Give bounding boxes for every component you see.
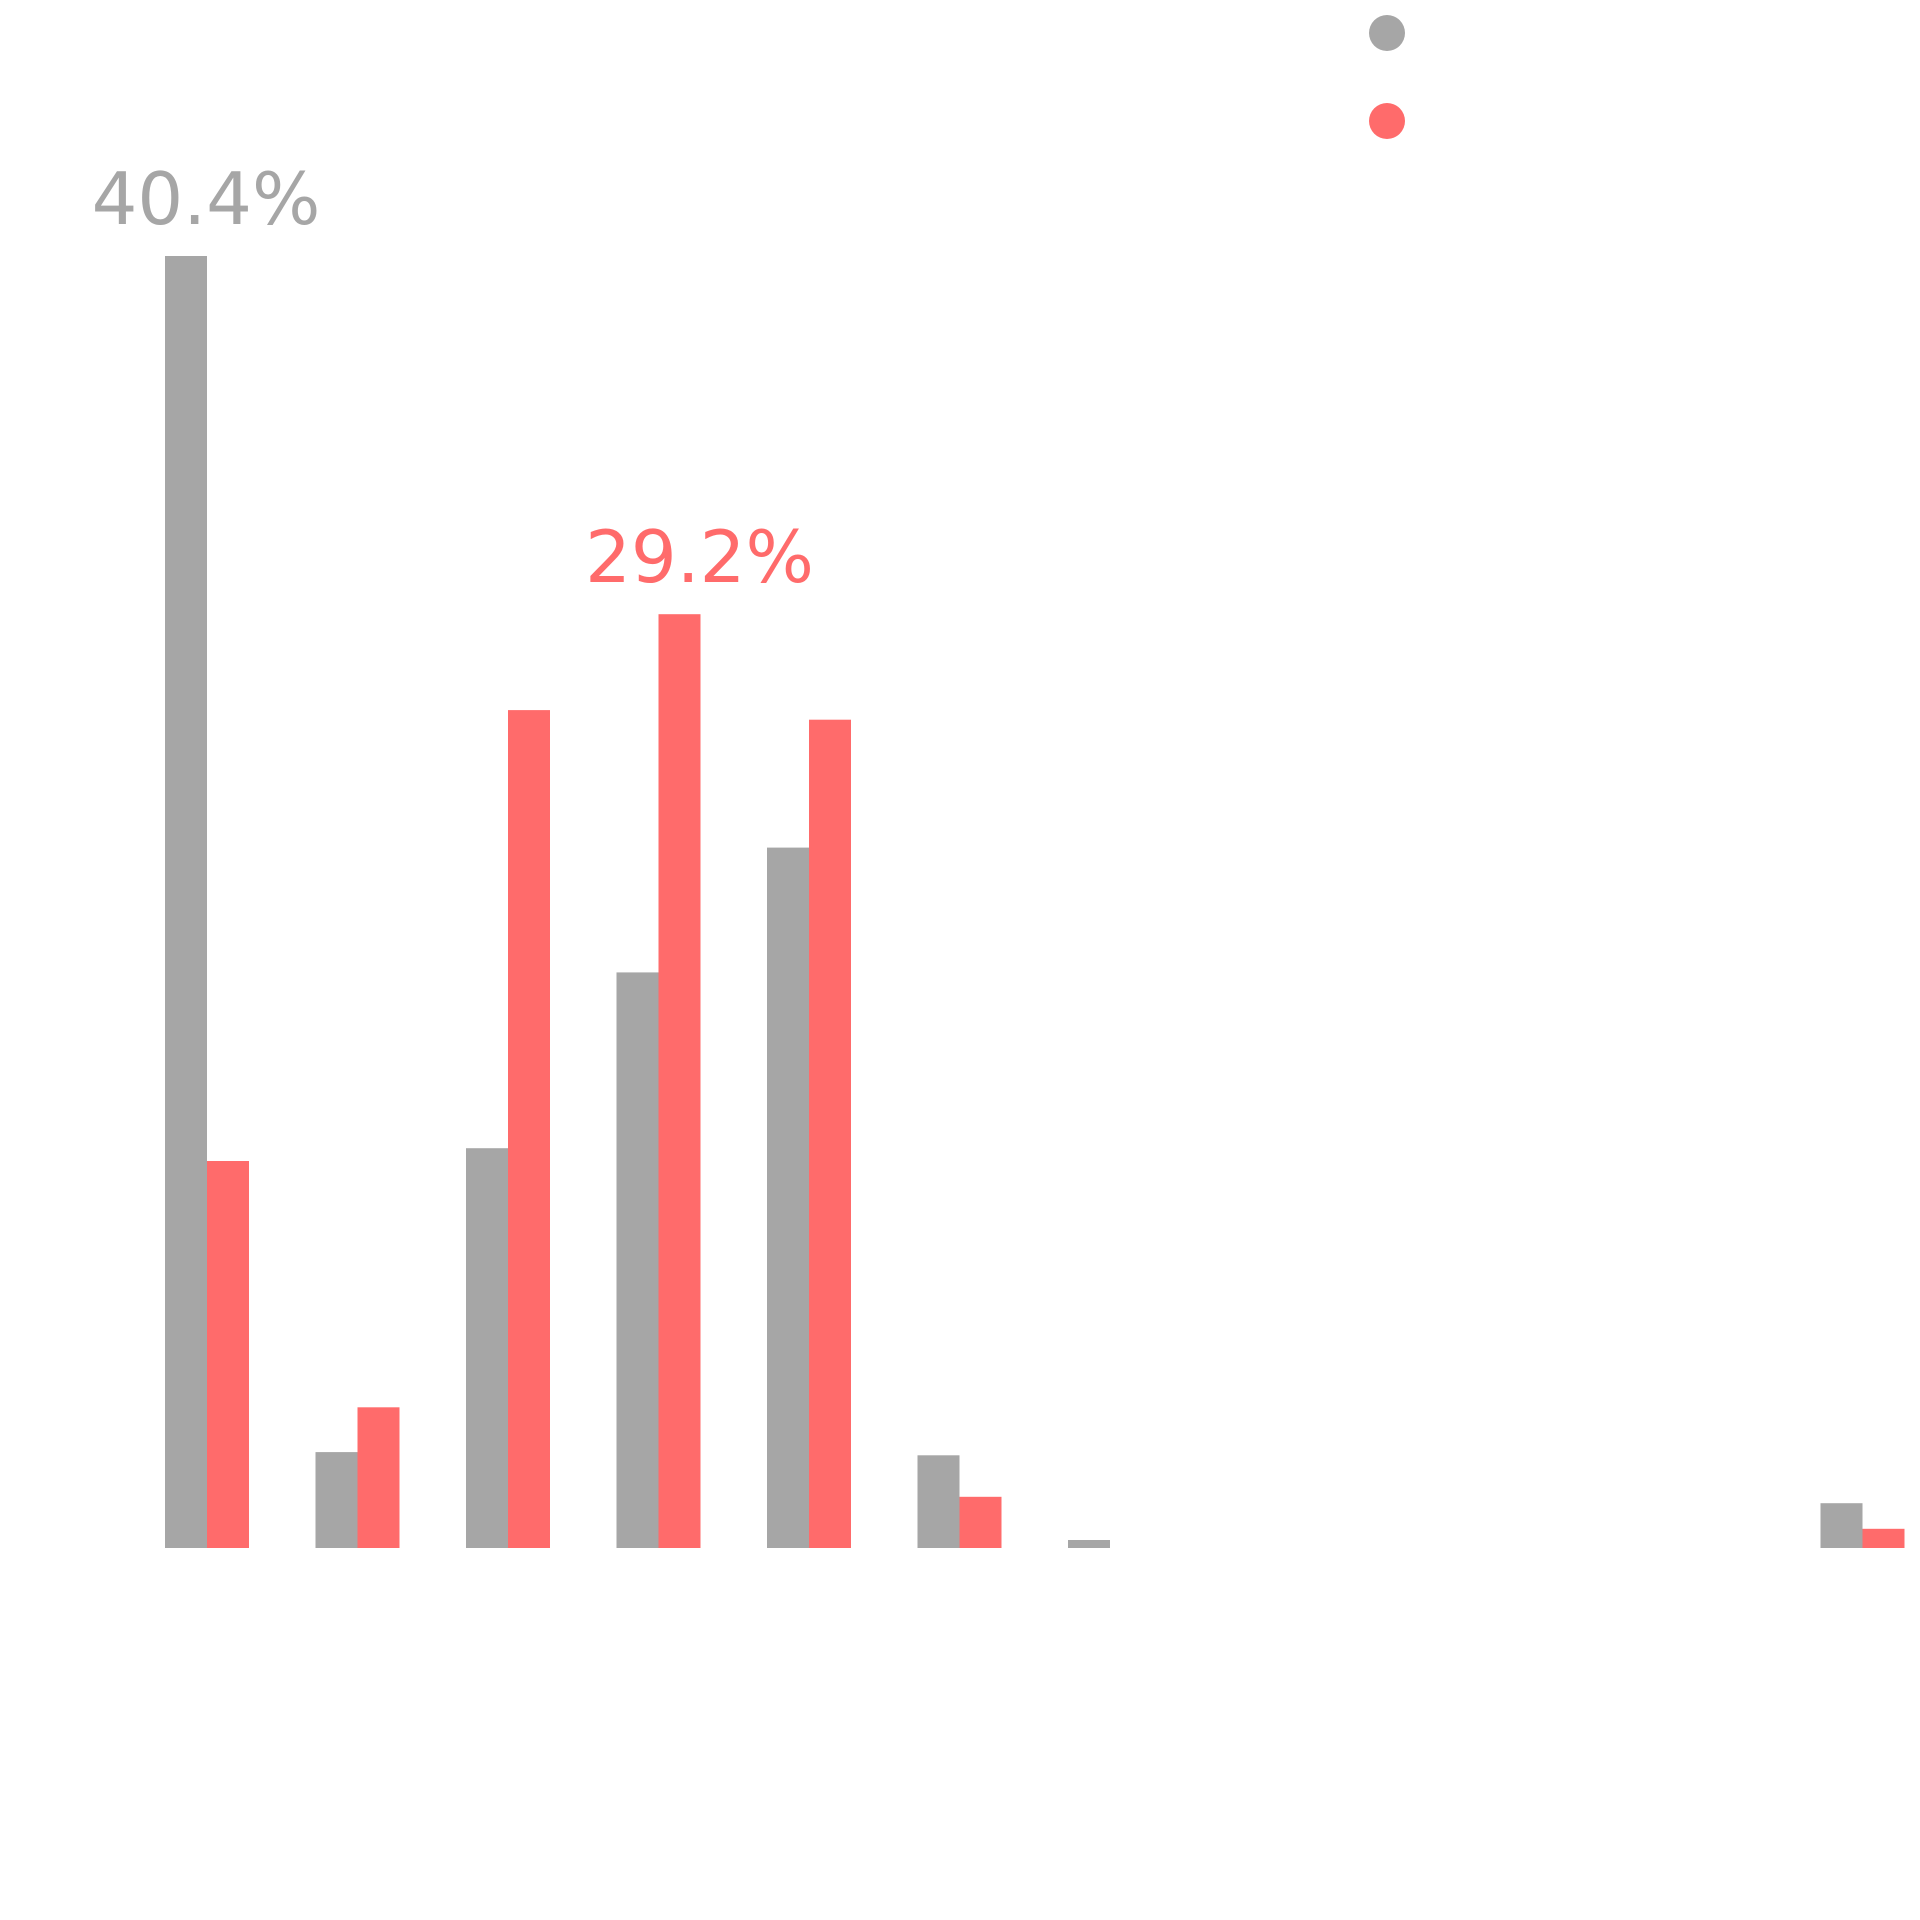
legend-marker-series-1 xyxy=(1369,15,1405,51)
bar-series-1-category-2 xyxy=(315,1452,358,1548)
data-labels: 40.4% 29.2% xyxy=(92,157,814,599)
bar-series-2-category-1 xyxy=(207,1161,249,1548)
bars xyxy=(165,256,1905,1548)
bar-series-1-category-3 xyxy=(466,1148,508,1548)
bar-series-1-category-12 xyxy=(1820,1503,1863,1548)
bar-series-2-category-2 xyxy=(357,1407,400,1548)
data-label-2: 29.2% xyxy=(585,515,814,599)
bar-series-2-category-3 xyxy=(508,710,550,1548)
bar-series-1-category-1 xyxy=(165,256,207,1548)
bar-series-2-category-12 xyxy=(1862,1528,1905,1548)
bar-series-2-category-5 xyxy=(809,719,851,1548)
bar-series-2-category-6 xyxy=(959,1496,1002,1548)
bar-series-1-category-5 xyxy=(767,847,809,1548)
bar-series-1-category-4 xyxy=(616,972,659,1548)
bar-series-1-category-7 xyxy=(1068,1540,1110,1548)
legend-marker-series-2 xyxy=(1369,103,1405,139)
bar-series-2-category-4 xyxy=(658,614,701,1548)
bar-series-1-category-6 xyxy=(917,1455,960,1548)
data-label-1: 40.4% xyxy=(92,157,321,241)
legend xyxy=(1369,15,1405,139)
